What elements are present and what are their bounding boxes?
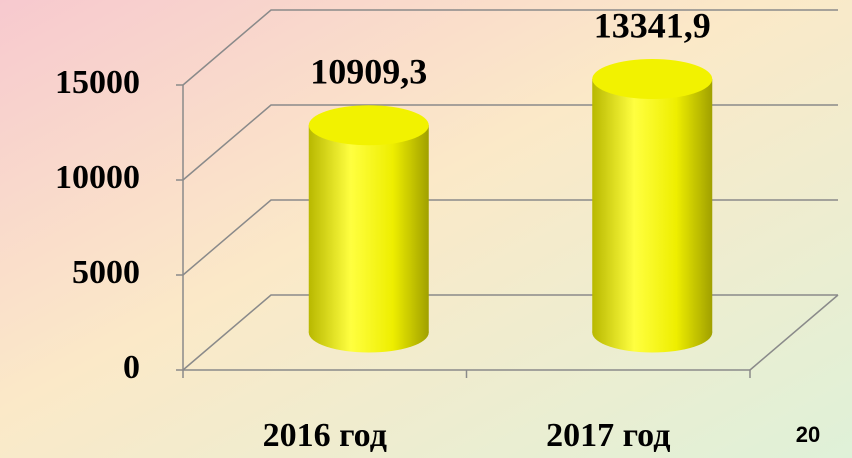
y-tick-label: 5000 [72,254,140,291]
value-label: 10909,3 [310,51,427,91]
grid-line [182,9,838,86]
value-label: 13341,9 [594,5,711,45]
page-number: 20 [796,422,820,447]
y-tick-label: 15000 [55,64,140,101]
cylinder-top [308,105,429,146]
cylinder-top [592,59,713,100]
bar [308,125,429,333]
bar [592,79,713,333]
x-tick-label: 2016 год [263,417,387,454]
y-tick-label: 10000 [55,159,140,196]
floor-edge [749,294,839,371]
x-tick-label: 2017 год [546,417,670,454]
y-tick-label: 0 [123,349,140,386]
